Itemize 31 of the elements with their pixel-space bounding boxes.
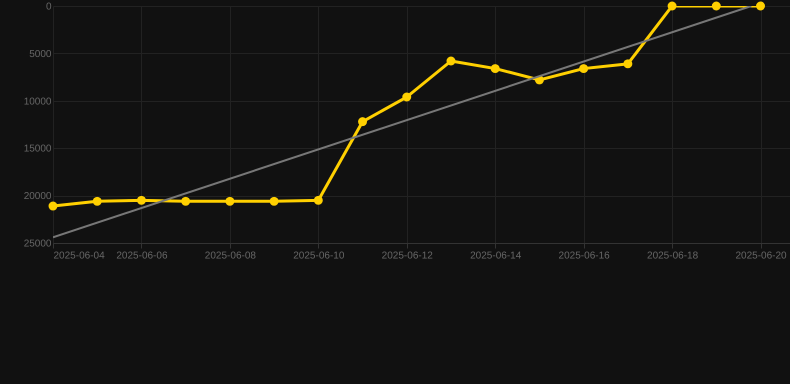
x-tick-label: 2025-06-12 [382,250,434,262]
point [225,196,234,206]
point [181,196,190,206]
x-tick-label: 2025-06-16 [558,250,610,262]
x-tick-label: 2025-06-10 [293,250,345,262]
point [623,59,632,68]
point [314,196,323,205]
point [668,2,677,10]
point [490,64,500,74]
x-tick-label: 2025-06-18 [647,250,699,262]
y-tick-label: 25000 [24,238,52,250]
point [756,2,765,10]
y-tick-label: 0 [46,2,52,12]
point [712,2,721,10]
point [402,92,412,102]
x-tick-label: 2025-06-06 [116,250,168,262]
point [92,196,102,206]
y-tick-label: 15000 [24,144,52,155]
point [579,64,588,74]
x-tick-label: 2025-06-04 [54,250,106,262]
point [48,202,58,210]
point [358,117,368,126]
x-tick-label: 2025-06-14 [470,250,522,262]
point [446,56,456,66]
x-tick-label: 2025-06-08 [204,250,256,262]
y-tick-label: 5000 [29,48,52,60]
point [136,196,146,205]
x-tick-label: 2025-06-20 [735,250,788,262]
point [270,196,279,206]
y-tick-label: 20000 [24,191,52,202]
y-tick-label: 10000 [24,96,52,108]
